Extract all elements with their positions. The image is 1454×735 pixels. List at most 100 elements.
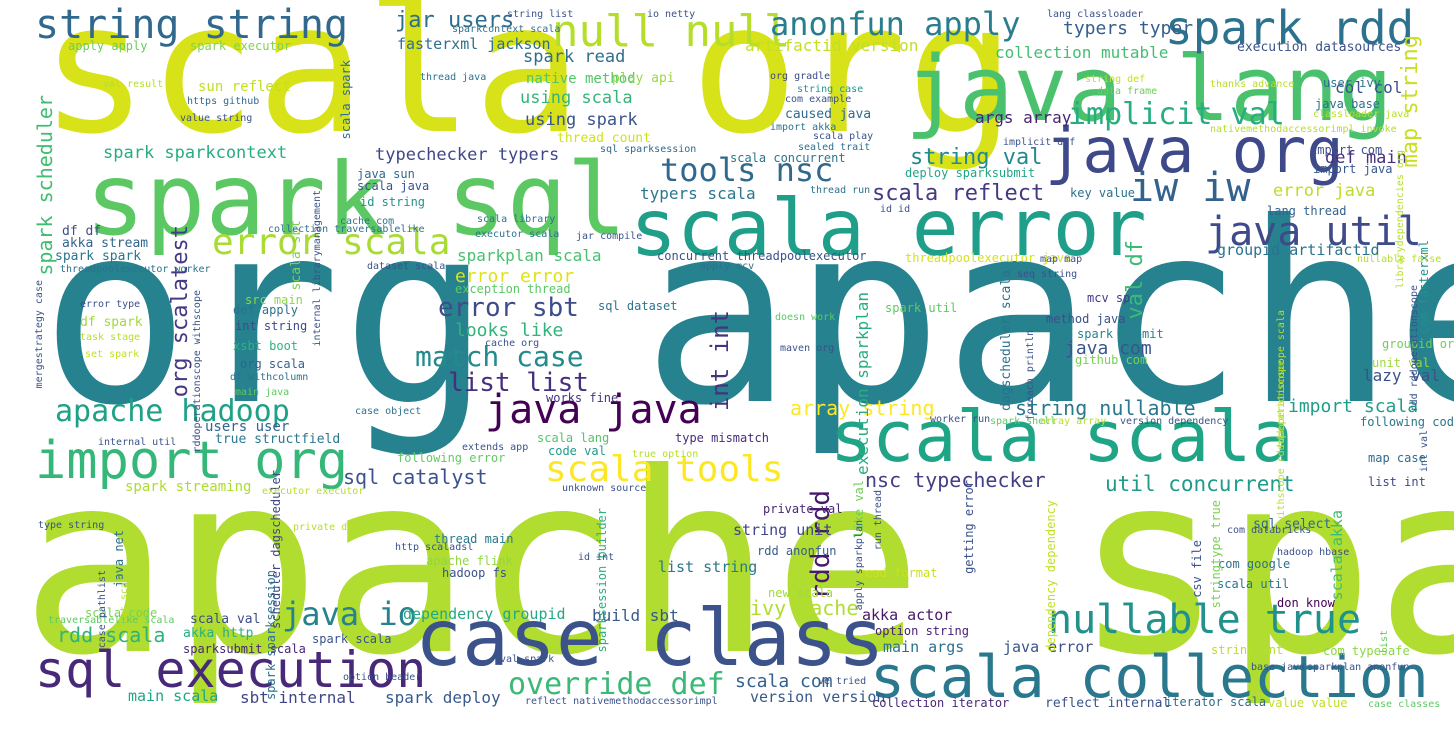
cloud-word: true option bbox=[632, 449, 699, 460]
cloud-word: iterator scala bbox=[1165, 695, 1267, 709]
cloud-word: scala error bbox=[630, 184, 1147, 274]
cloud-word: java sun bbox=[357, 167, 415, 181]
cloud-word: apache hadoop bbox=[55, 394, 290, 429]
cloud-word: code val bbox=[548, 444, 606, 458]
cloud-word: case object bbox=[355, 406, 422, 417]
cloud-word: id string bbox=[360, 195, 426, 209]
cloud-word: java base bbox=[1315, 97, 1381, 111]
cloud-word: import com bbox=[1310, 143, 1383, 157]
cloud-word: works fine bbox=[546, 391, 619, 405]
cloud-word: string list bbox=[507, 9, 574, 20]
cloud-word: iw iw bbox=[1130, 165, 1251, 211]
cloud-word: df df bbox=[62, 224, 102, 239]
cloud-word: following code bbox=[1360, 415, 1454, 429]
cloud-word: spark scala bbox=[312, 632, 392, 646]
cloud-word: traversablelike scala bbox=[48, 615, 175, 626]
cloud-word: scala java bbox=[357, 179, 430, 193]
cloud-word: seq string bbox=[1017, 269, 1078, 280]
cloud-word: extends app bbox=[462, 442, 529, 453]
cloud-word: scala scala bbox=[830, 396, 1294, 478]
cloud-word: don know bbox=[1277, 596, 1335, 610]
cloud-word: hadoop hbase bbox=[1277, 547, 1350, 558]
cloud-word: com google bbox=[1218, 557, 1291, 571]
cloud-word: type string bbox=[38, 520, 105, 531]
cloud-word: string case bbox=[797, 84, 864, 95]
cloud-word: deploy sparksubmit bbox=[905, 166, 1036, 180]
cloud-word: exception thread bbox=[455, 282, 571, 296]
cloud-word: scala code bbox=[85, 606, 158, 620]
cloud-word: sparksession builder bbox=[595, 508, 609, 653]
cloud-word: def apply bbox=[233, 303, 299, 317]
cloud-word: nsc typechecker bbox=[865, 468, 1046, 492]
cloud-word: string val bbox=[910, 145, 1043, 170]
cloud-word: typers scala bbox=[640, 184, 756, 203]
cloud-word: error java bbox=[1273, 181, 1376, 201]
cloud-word: cache org bbox=[485, 338, 540, 349]
cloud-word: val spark bbox=[500, 654, 555, 665]
cloud-word: private def bbox=[293, 522, 360, 533]
cloud-word: thanks advance bbox=[1210, 79, 1295, 90]
cloud-word: rdd rddoperationscope bbox=[1409, 285, 1420, 412]
cloud-word: hadoop fs bbox=[442, 566, 508, 580]
cloud-word: nullable false bbox=[1357, 254, 1442, 265]
cloud-word: implicit def bbox=[1003, 137, 1076, 148]
cloud-word: base java bbox=[1251, 662, 1306, 673]
cloud-word: cache com bbox=[340, 216, 395, 227]
cloud-word: option string bbox=[875, 624, 969, 638]
cloud-word: option header bbox=[343, 672, 422, 683]
cloud-word: doesn work bbox=[775, 312, 836, 323]
cloud-word: string def bbox=[1085, 74, 1146, 85]
cloud-word: user ivy bbox=[1323, 76, 1381, 90]
cloud-word: id int bbox=[578, 552, 615, 563]
cloud-word: import scala bbox=[1288, 396, 1419, 417]
cloud-word: main args bbox=[883, 638, 965, 656]
cloud-word: lang classloader bbox=[1047, 9, 1144, 20]
cloud-word: rddoperationscope withscope bbox=[192, 290, 203, 453]
cloud-word: typechecker typers bbox=[375, 145, 560, 165]
cloud-word: thread run bbox=[810, 185, 871, 196]
cloud-word: concurrent threadpoolexecutor bbox=[657, 249, 867, 263]
cloud-word: thread java bbox=[420, 72, 487, 83]
cloud-word: new scala bbox=[768, 586, 834, 600]
cloud-word: mcv sp bbox=[1087, 291, 1131, 305]
cloud-word: list bbox=[1379, 630, 1390, 655]
cloud-word: args array bbox=[975, 108, 1072, 127]
cloud-word: sparkcontext scala bbox=[452, 24, 561, 35]
cloud-word: unit val bbox=[1372, 356, 1430, 370]
cloud-word: java io bbox=[282, 595, 417, 633]
cloud-word: main scala bbox=[128, 687, 219, 705]
cloud-word: akka http bbox=[183, 626, 254, 641]
cloud-word: collection mutable bbox=[995, 43, 1169, 62]
cloud-word: org scala bbox=[240, 357, 306, 371]
cloud-word: com databricks bbox=[1227, 525, 1312, 536]
cloud-word: lang thread bbox=[1267, 204, 1347, 218]
cloud-word: sparkplan anonfun bbox=[1307, 662, 1410, 673]
cloud-word: value value bbox=[1268, 696, 1348, 710]
cloud-word: spark sparksession bbox=[264, 570, 278, 701]
cloud-word: import akka bbox=[770, 122, 837, 133]
cloud-word: java util bbox=[1205, 209, 1422, 255]
cloud-word: main java bbox=[235, 387, 290, 398]
cloud-word: apache spark bbox=[20, 419, 1454, 710]
cloud-word: def main bbox=[1325, 148, 1407, 168]
cloud-word: java java bbox=[485, 387, 702, 433]
cloud-word: private val bbox=[763, 502, 843, 516]
cloud-word: error scala bbox=[212, 222, 451, 263]
cloud-word: import java bbox=[1313, 162, 1393, 176]
cloud-word: spark sql bbox=[85, 141, 627, 258]
cloud-word: mergestrategy case bbox=[34, 280, 45, 389]
cloud-word: org apache bbox=[40, 169, 1454, 460]
cloud-word: id id bbox=[880, 204, 911, 215]
cloud-word: spark executor bbox=[190, 39, 292, 53]
cloud-word: string nullable bbox=[1015, 396, 1196, 420]
cloud-word: build sbt bbox=[592, 606, 679, 625]
cloud-word: string int bbox=[1211, 643, 1284, 657]
cloud-word: execution sparkplan bbox=[853, 292, 872, 476]
cloud-word: spark util bbox=[885, 301, 958, 315]
cloud-word: scala collection bbox=[870, 643, 1429, 711]
cloud-word: spark shell bbox=[990, 416, 1057, 427]
cloud-word: foreach println bbox=[1025, 330, 1036, 421]
cloud-word: dependency groupid bbox=[403, 605, 566, 623]
cloud-word: scala play bbox=[813, 131, 874, 142]
cloud-word: rdd anonfun bbox=[757, 544, 837, 558]
